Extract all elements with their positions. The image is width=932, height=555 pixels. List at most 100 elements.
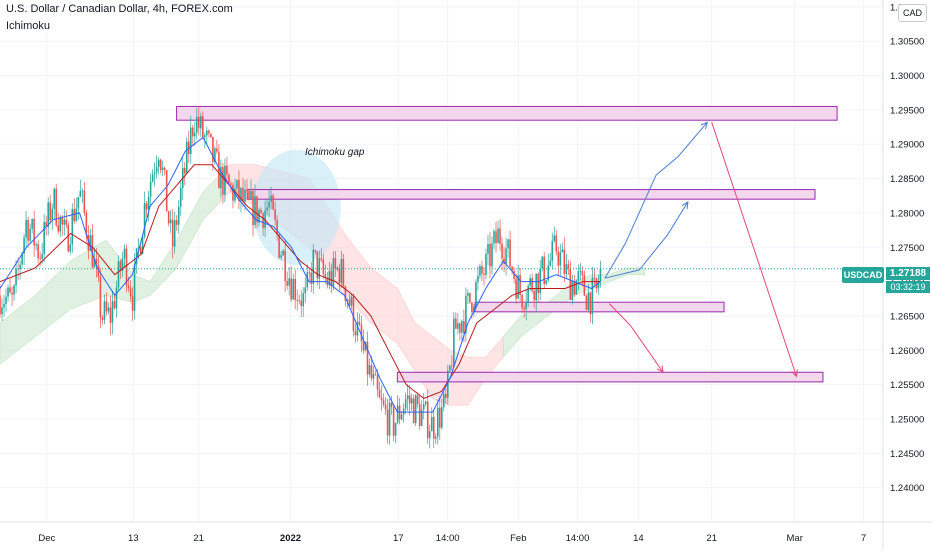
candle-body [561, 249, 564, 253]
candle-body [31, 218, 33, 229]
bear-path-long[interactable] [711, 122, 797, 377]
candle-body [344, 286, 347, 301]
candle-body [489, 243, 491, 267]
sr-zone-2[interactable] [246, 189, 816, 200]
candle-body [157, 159, 160, 167]
candle-body [254, 196, 256, 226]
sr-zone-3[interactable] [474, 301, 725, 313]
candle-body [314, 249, 317, 252]
bear-path-short[interactable] [608, 303, 664, 373]
candle-body [115, 287, 118, 309]
candle-body [175, 220, 178, 225]
candle-body [65, 219, 68, 225]
candle-body [238, 180, 240, 202]
candle-body [61, 216, 64, 225]
candle-body [360, 324, 363, 342]
candle-body [117, 261, 120, 288]
candle-body [543, 256, 546, 284]
candle-body [282, 250, 284, 256]
candle-body [328, 271, 331, 286]
candle-body [294, 279, 296, 300]
candle-body [455, 318, 457, 329]
candle-body [292, 279, 294, 300]
y-tick-label: 1.25500 [890, 380, 924, 391]
candle-body [348, 299, 351, 306]
candle-body [165, 170, 168, 212]
candle-body [284, 250, 286, 282]
candle-body [579, 271, 582, 273]
candle-body [340, 258, 343, 283]
candle-body [513, 271, 515, 279]
candle-body [7, 287, 9, 297]
bull-path-high-arrowhead [700, 121, 709, 130]
candle-body [316, 251, 319, 279]
candle-body [101, 317, 104, 320]
candle-body [535, 273, 537, 301]
candle-body [352, 296, 355, 332]
candle-body [507, 239, 509, 249]
candle-body [364, 341, 367, 351]
y-tick-label: 1.30000 [890, 71, 924, 82]
candle-body [432, 417, 435, 439]
candle-body [236, 180, 238, 189]
candle-body [595, 278, 598, 289]
candle-body [300, 300, 303, 307]
candle-body [39, 258, 41, 260]
candle-body [449, 365, 451, 371]
candle-body [451, 365, 453, 367]
candle-body [189, 127, 192, 155]
candle-body [384, 404, 387, 410]
sr-zone-1[interactable] [176, 105, 838, 121]
bull-path-low[interactable] [604, 201, 689, 279]
candle-body [228, 174, 230, 184]
candle-body [55, 188, 58, 226]
candle-body [27, 220, 29, 241]
x-tick-label: Dec [38, 533, 55, 544]
symbol-tag: USDCAD [842, 267, 884, 283]
candle-body [469, 292, 471, 303]
candle-body [21, 253, 23, 265]
candle-body [537, 273, 539, 294]
candle-body [573, 281, 576, 295]
ichimoku-gap-highlight [252, 149, 341, 266]
candle-body [258, 209, 260, 223]
candle-body [97, 265, 100, 277]
tenkan-sen-line [0, 136, 601, 413]
candle-body [497, 228, 499, 244]
candle-body [443, 393, 445, 408]
y-tick-label: 1.24500 [890, 449, 924, 460]
candle-body [187, 141, 190, 155]
candle-body [59, 216, 62, 232]
bear-path-long-arrowhead [791, 369, 798, 378]
candle-body [200, 116, 202, 129]
x-tick-label: 2022 [280, 533, 301, 544]
candle-body [394, 422, 397, 436]
candle-body [185, 141, 188, 174]
candle-body [109, 307, 112, 323]
candle-body [505, 248, 507, 265]
candle-body [193, 132, 196, 137]
candle-body [382, 400, 385, 405]
candle-body [268, 201, 270, 208]
candle-body [11, 292, 13, 295]
candle-body [310, 272, 313, 285]
sr-zone-4[interactable] [396, 371, 824, 383]
candle-body [396, 405, 399, 423]
candle-body [87, 234, 90, 251]
candle-body [51, 208, 54, 221]
candle-body [296, 299, 299, 301]
candle-body [499, 228, 501, 244]
currency-badge[interactable]: CAD [898, 4, 927, 22]
bull-path-high[interactable] [604, 121, 708, 279]
candle-body [119, 261, 122, 271]
candle-body [414, 395, 417, 424]
candle-body [290, 278, 292, 300]
candle-body [485, 253, 487, 275]
candle-body [404, 399, 407, 409]
candle-body [260, 209, 262, 214]
candle-body [358, 321, 361, 325]
x-tick-label: 7 [861, 533, 866, 544]
indicator-label[interactable]: Ichimoku [6, 20, 51, 32]
